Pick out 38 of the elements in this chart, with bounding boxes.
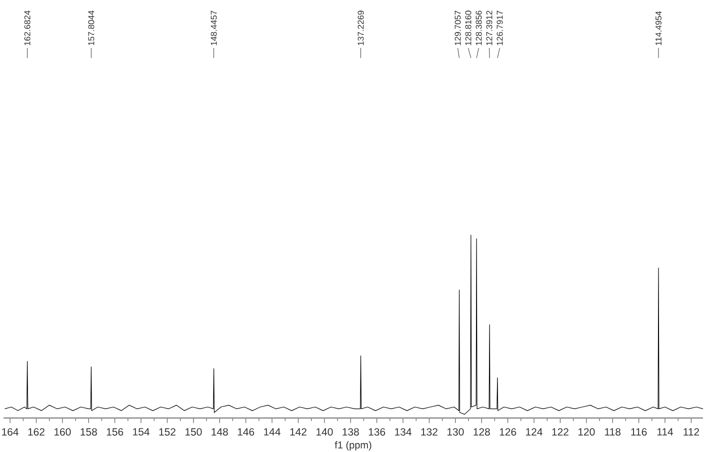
x-tick-label: 132: [421, 428, 438, 436]
x-tick-label: 156: [106, 428, 124, 436]
x-tick-label: 122: [552, 428, 568, 436]
x-tick-label: 128: [474, 428, 490, 436]
x-tick-label: 152: [159, 428, 176, 436]
x-tick-label: 164: [2, 428, 18, 436]
x-tick-label: 158: [80, 428, 97, 436]
x-tick-label: 160: [54, 428, 71, 436]
annotation: 148.4457: [210, 10, 217, 46]
annotation: 129.7057: [454, 10, 461, 46]
x-tick-label: 130: [447, 428, 464, 436]
x-tick-label: 150: [185, 428, 202, 436]
annotation: 137.2269: [358, 10, 364, 46]
x-tick-label: 116: [631, 428, 647, 436]
x-tick-label: 120: [578, 428, 595, 436]
x-tick-label: 154: [133, 428, 150, 436]
x-tick-label: 142: [290, 428, 306, 436]
annotation: 157.8044: [88, 10, 94, 46]
x-tick-label: 144: [264, 428, 280, 436]
x-tick-label: 118: [605, 428, 621, 436]
x-tick-label: 126: [500, 428, 516, 436]
x-tick-label: 138: [342, 428, 359, 436]
x-tick-label: 136: [368, 428, 386, 436]
x-tick-label: 112: [684, 428, 700, 436]
annotation: 162.6824: [24, 10, 30, 46]
x-axis-title: f1 (ppm): [334, 441, 372, 450]
x-tick-label: 162: [28, 428, 44, 436]
x-tick-label: 148: [212, 428, 228, 436]
x-tick-label: 124: [526, 428, 542, 436]
annotation: 128.3856: [476, 10, 482, 46]
annotation: 127.3912: [486, 10, 492, 46]
x-tick-label: 134: [395, 428, 412, 436]
x-tick-label: 114: [657, 428, 674, 436]
x-tick-label: 146: [238, 428, 254, 436]
x-tick-label: 140: [316, 428, 333, 436]
annotation: 128.8160: [465, 10, 472, 46]
annotation: 126.7917: [496, 10, 503, 46]
annotation: 114.4954: [656, 11, 662, 46]
